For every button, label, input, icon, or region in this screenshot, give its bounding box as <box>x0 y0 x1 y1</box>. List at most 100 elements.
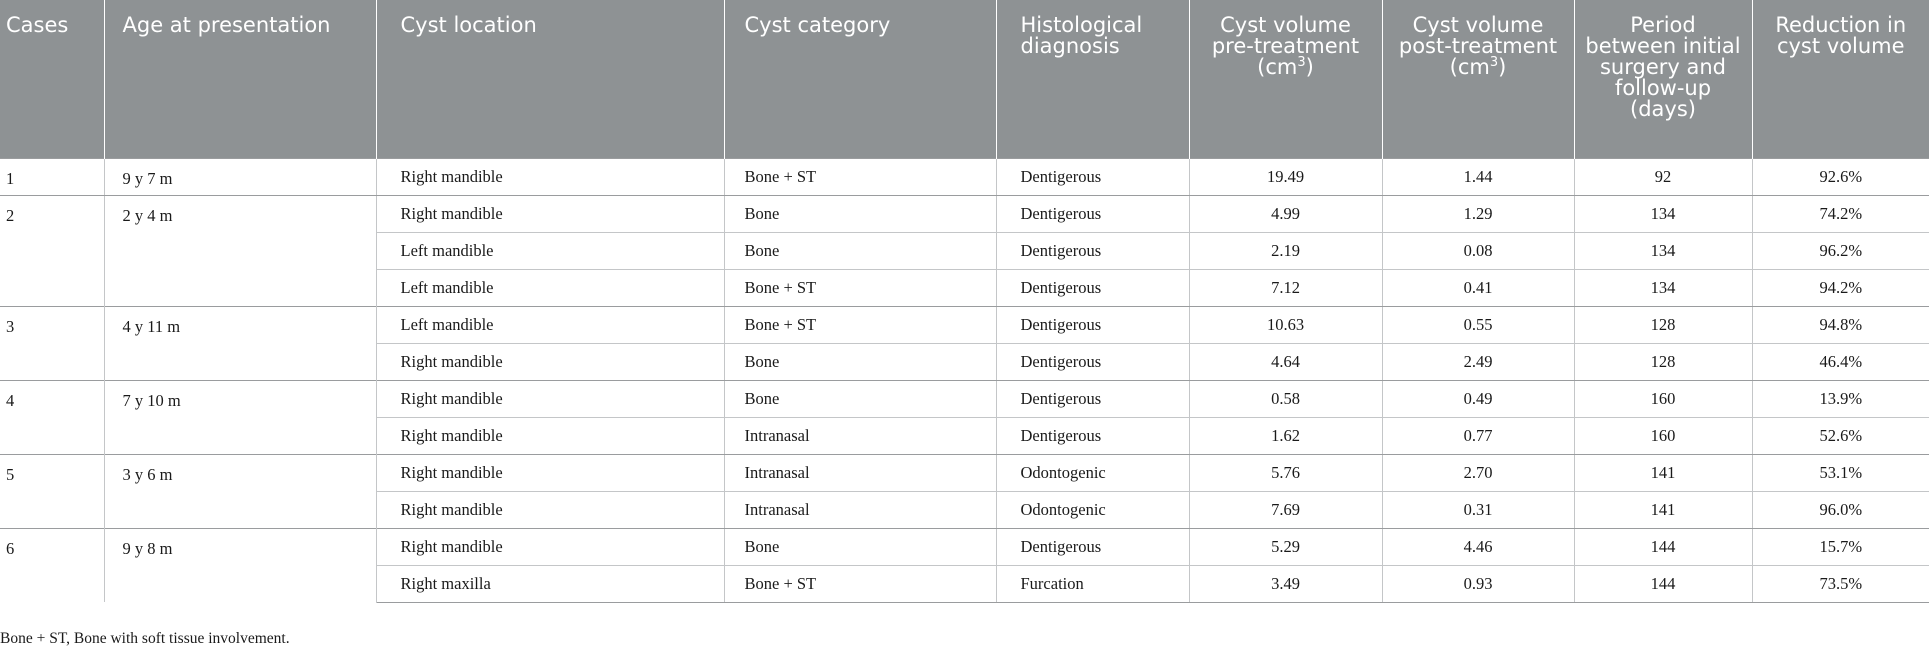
location-cell: Left mandible <box>376 305 725 343</box>
header-period: Period between initial surgery and follo… <box>1574 0 1753 158</box>
location-cell: Left mandible <box>376 231 725 269</box>
header-location: Cyst location <box>376 0 725 158</box>
volume-post-cell: 2.70 <box>1382 453 1575 491</box>
histology-cell: Dentigerous <box>996 231 1190 269</box>
reduction-cell: 92.6% <box>1752 157 1929 196</box>
volume-pre-cell: 4.64 <box>1189 342 1383 381</box>
volume-post-cell: 1.44 <box>1382 157 1575 196</box>
volume-pre-cell: 2.19 <box>1189 231 1383 269</box>
histology-cell: Dentigerous <box>996 305 1190 343</box>
table-row: Right mandible Intranasal Dentigerous 1.62 0… <box>0 416 1929 455</box>
volume-pre-cell: 19.49 <box>1189 157 1383 196</box>
header-histology: Histological diagnosis <box>996 0 1190 158</box>
volume-pre-cell: 1.62 <box>1189 416 1383 455</box>
period-cell: 134 <box>1574 268 1753 307</box>
volume-post-cell: 0.49 <box>1382 379 1575 417</box>
table-row: Right mandible Bone Dentigerous 4.64 2.49 128… <box>0 342 1929 381</box>
reduction-cell: 96.2% <box>1752 231 1929 269</box>
category-cell: Bone <box>724 342 997 381</box>
period-cell: 144 <box>1574 564 1753 603</box>
period-cell: 160 <box>1574 379 1753 417</box>
volume-pre-cell: 5.76 <box>1189 453 1383 491</box>
header-volume-pre: Cyst volume pre-treatment (cm3) <box>1189 0 1383 158</box>
volume-post-cell: 0.93 <box>1382 564 1575 603</box>
reduction-cell: 73.5% <box>1752 564 1929 603</box>
volume-pre-cell: 7.69 <box>1189 490 1383 529</box>
volume-pre-cell: 0.58 <box>1189 379 1383 417</box>
category-cell: Intranasal <box>724 453 997 491</box>
volume-pre-cell: 7.12 <box>1189 268 1383 307</box>
period-cell: 141 <box>1574 453 1753 491</box>
volume-pre-cell: 4.99 <box>1189 194 1383 232</box>
location-cell: Left mandible <box>376 268 725 307</box>
histology-cell: Dentigerous <box>996 194 1190 232</box>
period-cell: 128 <box>1574 342 1753 381</box>
location-cell: Right mandible <box>376 416 725 455</box>
volume-post-cell: 0.31 <box>1382 490 1575 529</box>
header-category: Cyst category <box>724 0 997 158</box>
histology-cell: Furcation <box>996 564 1190 603</box>
header-cases: Cases <box>0 0 105 158</box>
category-cell: Bone <box>724 231 997 269</box>
location-cell: Right mandible <box>376 342 725 381</box>
period-cell: 134 <box>1574 231 1753 269</box>
age-cell: 7 y 10 m <box>104 379 377 454</box>
histology-cell: Odontogenic <box>996 453 1190 491</box>
volume-pre-cell: 10.63 <box>1189 305 1383 343</box>
category-cell: Bone + ST <box>724 564 997 603</box>
age-cell: 2 y 4 m <box>104 194 377 306</box>
reduction-cell: 52.6% <box>1752 416 1929 455</box>
volume-post-cell: 0.41 <box>1382 268 1575 307</box>
period-cell: 160 <box>1574 416 1753 455</box>
location-cell: Right maxilla <box>376 564 725 603</box>
header-reduction: Reduction in cyst volume <box>1752 0 1929 158</box>
location-cell: Right mandible <box>376 527 725 565</box>
table-header: Cases Age at presentation Cyst location … <box>0 0 1929 158</box>
age-cell: 3 y 6 m <box>104 453 377 528</box>
table-container: Cases Age at presentation Cyst location … <box>0 0 1929 603</box>
cyst-volume-table: Cases Age at presentation Cyst location … <box>0 0 1929 603</box>
volume-pre-cell: 5.29 <box>1189 527 1383 565</box>
reduction-cell: 46.4% <box>1752 342 1929 381</box>
histology-cell: Dentigerous <box>996 527 1190 565</box>
header-volume-pre-text: Cyst volume pre-treatment (cm <box>1211 13 1360 79</box>
age-cell: 9 y 7 m <box>104 157 377 196</box>
reduction-cell: 74.2% <box>1752 194 1929 232</box>
header-age: Age at presentation <box>104 0 377 158</box>
location-cell: Right mandible <box>376 194 725 232</box>
volume-post-cell: 0.55 <box>1382 305 1575 343</box>
case-number-cell: 3 <box>0 305 105 380</box>
header-volume-post-close: ) <box>1498 55 1507 79</box>
volume-post-cell: 4.46 <box>1382 527 1575 565</box>
category-cell: Bone <box>724 527 997 565</box>
category-cell: Intranasal <box>724 416 997 455</box>
category-cell: Bone + ST <box>724 157 997 196</box>
period-cell: 128 <box>1574 305 1753 343</box>
header-volume-post-sup: 3 <box>1489 55 1499 70</box>
histology-cell: Odontogenic <box>996 490 1190 529</box>
location-cell: Right mandible <box>376 490 725 529</box>
header-volume-post: Cyst volume post-treatment (cm3) <box>1382 0 1575 158</box>
case-number-cell: 6 <box>0 527 105 602</box>
histology-cell: Dentigerous <box>996 157 1190 196</box>
header-volume-pre-sup: 3 <box>1297 55 1306 70</box>
location-cell: Right mandible <box>376 379 725 417</box>
reduction-cell: 13.9% <box>1752 379 1929 417</box>
reduction-cell: 94.8% <box>1752 305 1929 343</box>
reduction-cell: 96.0% <box>1752 490 1929 529</box>
reduction-cell: 15.7% <box>1752 527 1929 565</box>
volume-post-cell: 0.08 <box>1382 231 1575 269</box>
histology-cell: Dentigerous <box>996 268 1190 307</box>
period-cell: 144 <box>1574 527 1753 565</box>
volume-post-cell: 2.49 <box>1382 342 1575 381</box>
category-cell: Intranasal <box>724 490 997 529</box>
histology-cell: Dentigerous <box>996 416 1190 455</box>
volume-post-cell: 0.77 <box>1382 416 1575 455</box>
